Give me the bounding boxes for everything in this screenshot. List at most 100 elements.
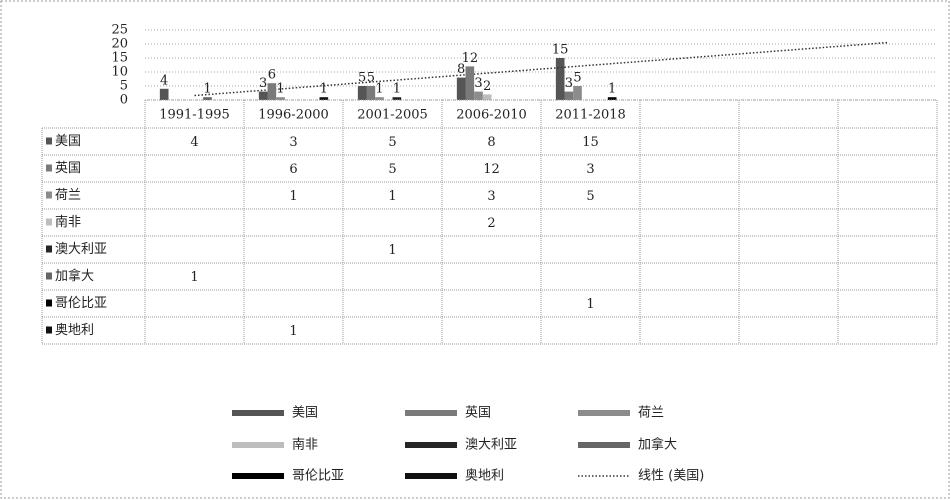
bar xyxy=(267,83,277,100)
y-tick-label: 15 xyxy=(111,51,128,66)
legend-key xyxy=(46,191,52,199)
legend-key xyxy=(405,442,457,448)
data-label: 1 xyxy=(393,82,401,97)
legend-label: 澳大利亚 xyxy=(465,437,517,453)
table-value: 12 xyxy=(483,162,500,177)
bar xyxy=(482,94,492,100)
y-tick-label: 10 xyxy=(111,65,128,80)
legend-key xyxy=(46,218,52,226)
legend-label: 线性 (美国) xyxy=(638,469,704,484)
data-label: 1 xyxy=(320,82,328,97)
bar xyxy=(607,97,617,100)
row-label: 荷兰 xyxy=(55,188,81,203)
legend-key xyxy=(578,410,630,416)
row-label: 哥伦比亚 xyxy=(55,296,107,311)
row-label: 南非 xyxy=(55,214,81,230)
legend-label: 奥地利 xyxy=(465,469,504,484)
x-tick-label: 1996-2000 xyxy=(258,108,329,123)
data-label: 3 xyxy=(565,76,573,91)
row-label: 奥地利 xyxy=(55,323,94,338)
legend-label: 南非 xyxy=(292,437,318,453)
table-value: 1 xyxy=(586,297,594,312)
data-label: 1 xyxy=(608,82,616,97)
legend-key xyxy=(232,442,284,448)
legend-key xyxy=(46,137,52,145)
table-value: 15 xyxy=(582,135,599,150)
bar xyxy=(465,66,475,100)
data-label: 3 xyxy=(474,76,482,91)
table-value: 1 xyxy=(190,270,198,285)
bar xyxy=(357,86,367,100)
row-label: 澳大利亚 xyxy=(55,241,107,257)
data-label: 1 xyxy=(375,82,383,97)
data-label: 1 xyxy=(276,82,284,97)
trendline xyxy=(194,41,888,97)
data-label: 5 xyxy=(367,71,375,86)
row-label: 加拿大 xyxy=(55,268,94,284)
bar xyxy=(456,77,466,100)
table-value: 1 xyxy=(388,189,396,204)
data-label: 6 xyxy=(268,68,276,83)
x-tick-label: 2011-2018 xyxy=(555,108,626,123)
y-tick-label: 0 xyxy=(120,93,128,108)
legend-key xyxy=(232,410,284,416)
table-value: 3 xyxy=(487,189,495,204)
x-tick-label: 2001-2005 xyxy=(357,108,428,123)
legend-label: 英国 xyxy=(465,406,491,421)
table-value: 5 xyxy=(586,189,594,204)
data-label: 12 xyxy=(462,51,479,66)
bar xyxy=(375,97,384,100)
bar xyxy=(276,97,285,100)
data-label: 1 xyxy=(203,82,211,97)
bar xyxy=(203,97,212,100)
x-tick-label: 2006-2010 xyxy=(456,108,527,123)
bar xyxy=(555,58,565,100)
y-tick-label: 20 xyxy=(111,37,128,52)
legend-key xyxy=(46,245,52,253)
data-label: 8 xyxy=(457,62,465,77)
bar xyxy=(319,97,329,100)
legend-label: 加拿大 xyxy=(638,437,677,453)
table-value: 1 xyxy=(289,189,297,204)
legend-key xyxy=(578,442,630,448)
row-label: 美国 xyxy=(55,134,81,149)
data-label: 5 xyxy=(358,71,366,86)
legend-key xyxy=(46,299,52,307)
data-label: 4 xyxy=(160,73,168,88)
table-value: 4 xyxy=(190,135,198,150)
legend-key xyxy=(46,164,52,172)
bar xyxy=(159,88,169,100)
legend-label: 美国 xyxy=(292,406,318,421)
row-label: 英国 xyxy=(55,161,81,176)
table-value: 1 xyxy=(289,324,297,339)
table-value: 8 xyxy=(487,135,495,150)
legend-key xyxy=(405,410,457,416)
legend-key xyxy=(46,272,52,280)
bar xyxy=(258,91,268,100)
legend-key xyxy=(405,473,457,479)
table-value: 1 xyxy=(388,243,396,258)
data-label: 5 xyxy=(573,71,581,86)
x-tick-label: 1991-1995 xyxy=(159,108,230,123)
bar xyxy=(392,97,402,100)
bar xyxy=(564,91,574,100)
legend-key xyxy=(232,473,284,479)
table-value: 2 xyxy=(487,216,495,231)
legend-label: 荷兰 xyxy=(638,406,664,421)
table-value: 3 xyxy=(586,162,594,177)
y-tick-label: 5 xyxy=(120,79,128,94)
legend-label: 哥伦比亚 xyxy=(292,469,344,484)
bar xyxy=(474,91,483,100)
y-tick-label: 25 xyxy=(111,23,128,38)
table-value: 3 xyxy=(289,135,297,150)
data-label: 15 xyxy=(552,43,569,58)
data-label: 3 xyxy=(259,76,267,91)
bar xyxy=(366,86,376,100)
data-label: 2 xyxy=(483,79,491,94)
table-value: 6 xyxy=(289,162,297,177)
bar xyxy=(573,86,582,100)
table-value: 5 xyxy=(388,135,396,150)
legend-key xyxy=(46,326,52,334)
